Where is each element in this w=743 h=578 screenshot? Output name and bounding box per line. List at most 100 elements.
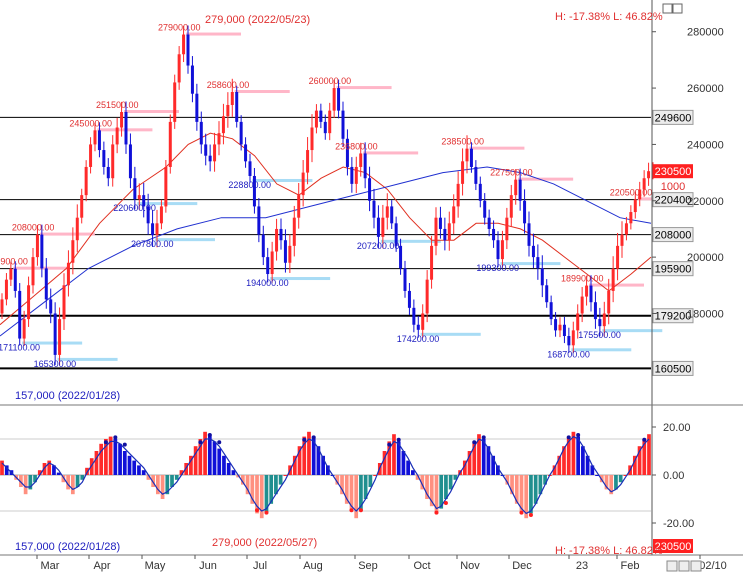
candle-body-236: [261, 234, 265, 258]
osc-bar-38: [179, 470, 184, 475]
osc-bar-53: [250, 475, 255, 504]
candle-body-160: [177, 54, 181, 83]
scroll-button-1[interactable]: [666, 560, 678, 572]
osc-hi-lo-readout: H: -17.38% L: 46.82%: [555, 545, 663, 557]
resist-label-8: 208000.00: [12, 223, 55, 233]
scroll-button-2[interactable]: [678, 560, 690, 572]
osc-bar-102: [481, 439, 486, 475]
candle-body-136: [151, 223, 155, 236]
y-tick-label-5: 180000: [687, 308, 724, 320]
candle-body-0: [0, 299, 4, 314]
osc-dot-44: [207, 433, 212, 437]
candle-body-92: [102, 150, 106, 167]
last-price-label: 230500: [655, 166, 692, 178]
candle-body-552: [611, 268, 615, 291]
candle-body-4: [4, 279, 8, 300]
support-bar-7: [420, 332, 481, 336]
osc-bar-26: [122, 451, 127, 475]
candle-body-300: [332, 88, 336, 111]
candle-body-536: [593, 302, 597, 320]
candle-body-128: [142, 195, 146, 207]
osc-bar-77: [363, 475, 368, 499]
window-button-2[interactable]: [672, 3, 683, 14]
level-box-0: [652, 109, 694, 125]
osc-bar-16: [75, 475, 80, 487]
candle-body-264: [292, 217, 296, 246]
price-axis: 249600 220400 208000 195900 179200 160500 2800…: [0, 0, 743, 556]
resist-bar-0: [186, 32, 241, 36]
osc-bar-81: [382, 451, 387, 475]
osc-bar-27: [127, 455, 132, 475]
candles: [0, 25, 655, 366]
candle-body-28: [31, 257, 35, 286]
candle-body-480: [531, 245, 535, 258]
candle-body-196: [217, 133, 221, 145]
level-box-5: [652, 360, 694, 376]
osc-last-price-box: [653, 539, 693, 553]
candle-body-240: [266, 257, 270, 275]
osc-bar-72: [340, 475, 344, 495]
candle-body-272: [301, 172, 305, 196]
osc-bar-50: [236, 475, 240, 478]
osc-bar-12: [56, 472, 61, 475]
candle-body-396: [438, 217, 442, 229]
month-label-0: Mar: [41, 560, 60, 572]
osc-high-annotation: 279,000 (2022/05/27): [212, 537, 317, 549]
sub-label: 1000: [661, 181, 685, 193]
resist-label-10: 189900.00: [561, 274, 604, 284]
candle-body-556: [616, 245, 620, 269]
osc-bar-87: [411, 470, 415, 475]
candle-body-140: [155, 223, 159, 236]
resist-label-3: 251500.00: [96, 100, 139, 110]
candle-body-280: [310, 127, 314, 151]
support-bar-10: [602, 329, 663, 333]
osc-bar-59: [278, 475, 283, 485]
support-bar-3: [155, 238, 215, 242]
osc-bar-9: [42, 463, 47, 475]
osc-bar-46: [217, 448, 222, 475]
candle-body-104: [115, 127, 119, 145]
osc-bar-58: [274, 475, 278, 495]
support-label-5: 194000.00: [246, 278, 289, 288]
candle-body-204: [226, 104, 230, 117]
osc-bar-37: [174, 475, 179, 480]
osc-bar-40: [189, 455, 193, 475]
osc-bar-52: [245, 475, 250, 495]
osc-bar-18: [85, 467, 89, 475]
scroll-button-3[interactable]: [690, 560, 702, 572]
candle-body-492: [545, 285, 549, 303]
candle-body-32: [35, 234, 39, 258]
osc-bar-84: [396, 441, 401, 475]
last-price-box: [653, 164, 693, 179]
candle-body-100: [111, 144, 115, 179]
candle-body-288: [319, 110, 323, 122]
window-button-1[interactable]: [662, 3, 673, 14]
osc-bar-10: [47, 460, 52, 475]
osc-bar-111: [524, 475, 529, 519]
level-label-3: 195900: [655, 264, 692, 276]
osc-bar-136: [642, 439, 647, 475]
month-label-10: 23: [576, 560, 588, 572]
candle-body-328: [363, 153, 367, 179]
candle-body-432: [478, 183, 482, 201]
osc-bar-123: [581, 446, 585, 475]
candle-body-544: [602, 313, 606, 327]
osc-bar-49: [231, 470, 236, 475]
osc-dot-102: [481, 435, 486, 440]
osc-bar-130: [614, 475, 618, 490]
resist-label-0: 279000.00: [158, 23, 201, 33]
osc-bar-25: [118, 443, 122, 475]
osc-bar-30: [141, 470, 146, 475]
candle-body-36: [40, 234, 44, 269]
osc-tick-label-0: 20.00: [663, 422, 691, 434]
y-tick-label-4: 200000: [687, 252, 724, 264]
osc-bar-23: [108, 436, 113, 475]
osc-bar-83: [392, 434, 396, 475]
osc-bar-127: [599, 475, 604, 483]
osc-bar-114: [538, 475, 543, 495]
osc-dot-76: [358, 508, 363, 513]
month-label-8: Nov: [460, 560, 480, 572]
candle-body-60: [66, 262, 70, 286]
resist-bar-2: [336, 86, 392, 90]
candle-body-564: [624, 223, 628, 235]
